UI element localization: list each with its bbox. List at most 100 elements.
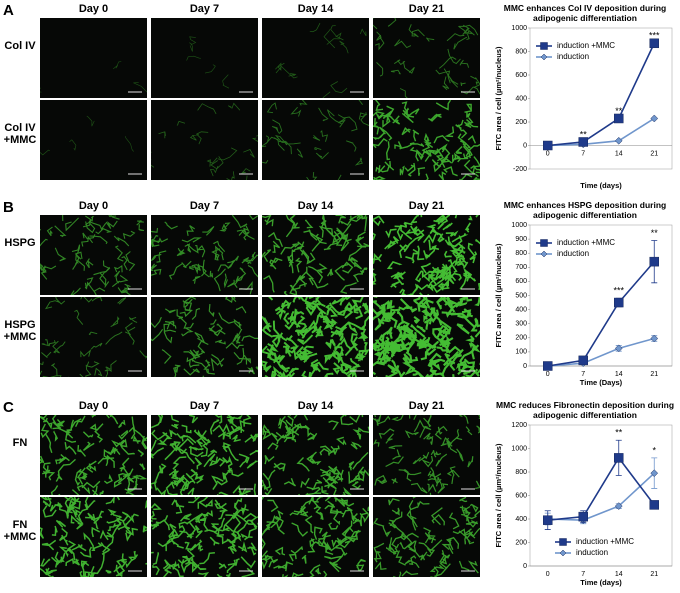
micrograph xyxy=(373,18,480,98)
annotation: ** xyxy=(615,106,623,116)
x-tick-label: 7 xyxy=(581,150,585,157)
micrograph xyxy=(151,497,258,577)
y-tick-label: 1000 xyxy=(511,25,527,32)
marker xyxy=(540,239,548,247)
chart-title: MMC reduces Fibronectin deposition durin… xyxy=(495,400,675,420)
marker xyxy=(649,500,659,510)
chart-title: MMC enhances HSPG deposition during adip… xyxy=(503,200,667,220)
y-tick-label: 1000 xyxy=(511,222,527,229)
row-label: HSPG xyxy=(4,237,36,249)
y-tick-label: 200 xyxy=(515,539,527,546)
marker xyxy=(614,453,624,463)
y-tick-label: 400 xyxy=(515,306,527,313)
day-label: Day 0 xyxy=(78,200,109,212)
micrograph xyxy=(262,100,369,180)
chart: -200 0 200 400 600 800 1000 0 7 14 21 Time (days) FI… xyxy=(494,25,673,190)
x-axis-label: Time (days) xyxy=(580,181,622,190)
marker xyxy=(559,538,567,546)
fibers xyxy=(151,215,258,295)
x-tick-label: 14 xyxy=(615,571,623,578)
y-tick-label: 0 xyxy=(523,363,527,370)
marker xyxy=(614,136,623,145)
fibers xyxy=(40,61,147,93)
y-tick-label: 800 xyxy=(515,250,527,257)
micrograph xyxy=(262,297,369,377)
micrograph xyxy=(151,297,258,377)
micrograph xyxy=(262,497,369,577)
fibers xyxy=(151,102,258,180)
panel-letter: C xyxy=(3,399,14,416)
micrograph xyxy=(373,215,480,295)
marker xyxy=(543,140,553,151)
fibers xyxy=(373,100,480,180)
marker xyxy=(649,256,659,267)
legend-label: induction xyxy=(557,52,589,61)
marker xyxy=(543,515,553,525)
row-label: FN xyxy=(12,437,28,449)
y-tick-label: 200 xyxy=(515,119,527,126)
chart: 0 100 200 300 400 500 600 700 800 900 1000 0 7 14 21 Ti… xyxy=(494,222,673,387)
micrograph xyxy=(262,18,369,98)
fibers xyxy=(262,297,369,377)
series-line xyxy=(547,472,655,521)
fibers xyxy=(40,215,145,295)
x-tick-label: 7 xyxy=(581,371,585,378)
series-line xyxy=(547,456,655,521)
micrograph xyxy=(262,415,369,495)
y-tick-label: 800 xyxy=(515,48,527,55)
y-tick-label: 400 xyxy=(515,95,527,102)
fibers xyxy=(262,415,369,495)
day-label: Day 14 xyxy=(297,3,334,15)
day-label: Day 21 xyxy=(408,400,445,412)
chart-title: MMC enhances Col IV deposition during ad… xyxy=(503,3,667,23)
x-tick-label: 7 xyxy=(581,571,585,578)
day-label: Day 0 xyxy=(78,400,109,412)
x-tick-label: 21 xyxy=(650,571,658,578)
marker xyxy=(578,355,588,366)
fibers xyxy=(373,415,480,495)
micrograph xyxy=(40,297,147,377)
series-line xyxy=(547,42,655,147)
micrograph xyxy=(40,100,147,180)
micrograph xyxy=(373,415,480,495)
legend-label: induction xyxy=(557,249,589,258)
fibers xyxy=(40,297,147,377)
annotation: ** xyxy=(615,428,623,438)
y-tick-label: 600 xyxy=(515,278,527,285)
y-tick-label: 900 xyxy=(515,236,527,243)
x-tick-label: 14 xyxy=(615,150,623,157)
chart: 0 200 400 600 800 1000 1200 0 7 14 21 Time (days) FI… xyxy=(494,422,673,587)
micrograph xyxy=(373,100,480,180)
micrograph xyxy=(40,215,147,295)
y-tick-label: 600 xyxy=(515,72,527,79)
fibers xyxy=(186,36,230,89)
series-line xyxy=(547,117,655,147)
fibers xyxy=(373,497,480,577)
fibers xyxy=(373,215,480,295)
series-line xyxy=(547,337,655,367)
marker xyxy=(540,250,548,258)
marker xyxy=(614,344,623,353)
marker xyxy=(578,137,588,147)
y-tick-label: -200 xyxy=(513,166,527,173)
marker xyxy=(543,361,553,371)
annotation: *** xyxy=(649,31,660,41)
day-label: Day 14 xyxy=(297,400,334,412)
y-axis-label: FITC area / cell (µm²/nucleus) xyxy=(494,46,503,150)
y-axis-label: FITC area / cell (µm²/nucleus) xyxy=(494,443,503,547)
row-label: Col IV +MMC xyxy=(3,122,37,146)
row-label: HSPG +MMC xyxy=(3,319,37,343)
y-tick-label: 200 xyxy=(515,335,527,342)
y-tick-label: 600 xyxy=(515,492,527,499)
marker xyxy=(614,297,624,308)
micrograph xyxy=(40,497,147,577)
row-label: Col IV xyxy=(4,40,36,52)
marker xyxy=(649,38,659,49)
x-tick-label: 21 xyxy=(650,371,658,378)
day-label: Day 7 xyxy=(189,200,220,212)
legend-label: induction xyxy=(576,548,608,557)
x-tick-label: 21 xyxy=(650,150,658,157)
day-label: Day 7 xyxy=(189,400,220,412)
legend-label: induction +MMC xyxy=(557,41,615,50)
